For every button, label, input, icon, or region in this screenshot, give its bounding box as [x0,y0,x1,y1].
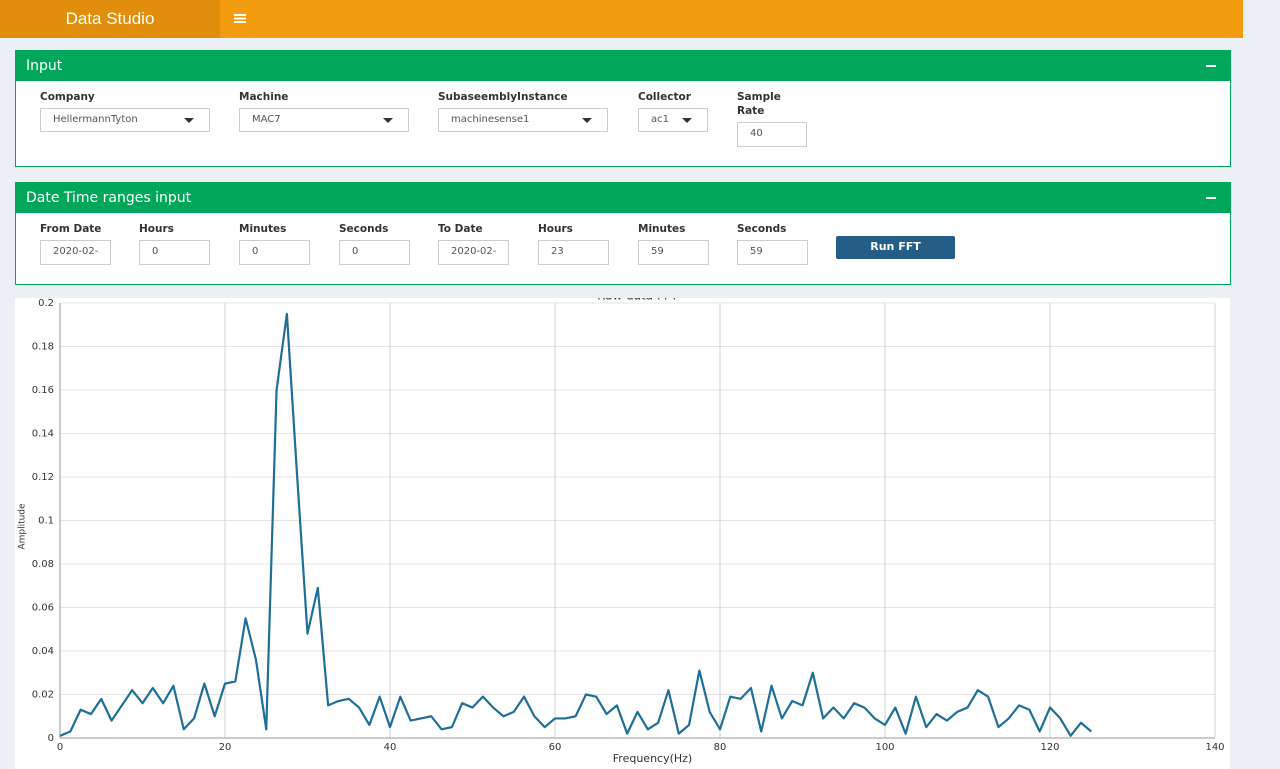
input-panel: Input Company HellermannTyton Machine MAC7 S… [15,50,1231,167]
field-label: SubaseemblyInstance [438,91,568,103]
panel-title: Input [16,51,1230,81]
y-tick-label: 0.16 [32,385,54,396]
x-tick-label: 100 [875,742,894,753]
text-input[interactable]: 59 [737,240,808,265]
panel-title: Date Time ranges input [16,183,1230,213]
dropdown-caret [682,118,692,123]
y-tick-label: 0.2 [38,298,54,309]
field-label: Minutes [239,223,287,235]
text-input[interactable]: 0 [339,240,410,265]
x-tick-label: 40 [384,742,397,753]
chart-background [15,298,1230,769]
select-box[interactable]: ac1 [638,108,708,132]
dropdown-caret [383,118,393,123]
dropdown-caret [184,118,194,123]
x-tick-label: 20 [219,742,232,753]
text-input[interactable]: 0 [139,240,210,265]
x-tick-label: 0 [57,742,63,753]
field-label: Hours [538,223,573,235]
text-input[interactable]: 2020-02- [40,240,111,265]
x-axis-label: Frequency(Hz) [613,752,692,765]
y-tick-label: 0.14 [32,429,54,440]
chart-title: Raw data FFT [597,298,678,303]
dropdown-caret [582,118,592,123]
datetime-panel: Date Time ranges input Run FFT From Date… [15,182,1231,285]
y-tick-label: 0.06 [32,603,54,614]
field-label: Company [40,91,95,103]
text-input[interactable]: 23 [538,240,609,265]
select-box[interactable]: machinesense1 [438,108,608,132]
select-value: ac1 [651,114,669,125]
select-box[interactable]: MAC7 [239,108,409,132]
field-label: Seconds [737,223,787,235]
field-label: Machine [239,91,289,103]
select-value: machinesense1 [451,114,530,125]
field-label: Seconds [339,223,389,235]
y-tick-label: 0 [48,733,54,744]
y-tick-label: 0.04 [32,646,54,657]
text-input[interactable]: 2020-02- [438,240,509,265]
menu-toggle[interactable] [234,13,246,24]
select-value: MAC7 [252,114,281,125]
x-tick-label: 140 [1205,742,1224,753]
x-tick-label: 120 [1040,742,1059,753]
y-tick-label: 0.02 [32,690,54,701]
text-input[interactable]: 59 [638,240,709,265]
y-tick-label: 0.1 [38,516,54,527]
x-tick-label: 60 [549,742,562,753]
field-label: From Date [40,223,102,235]
y-axis-label: Amplitude [18,503,28,550]
field-label: Hours [139,223,174,235]
collapse-button[interactable] [1206,197,1216,199]
run-fft-button[interactable]: Run FFT [836,236,955,259]
y-tick-label: 0.18 [32,342,54,353]
field-label: Minutes [638,223,686,235]
field-label: Collector [638,91,691,103]
y-tick-label: 0.12 [32,472,54,483]
field-label: To Date [438,223,483,235]
top-bar: Data Studio [0,0,1243,38]
text-input[interactable]: 40 [737,122,807,147]
select-box[interactable]: HellermannTyton [40,108,210,132]
app-title: Data Studio [0,0,220,38]
select-value: HellermannTyton [53,114,138,125]
field-label: Sample Rate [737,91,781,117]
x-tick-label: 80 [714,742,727,753]
fft-line [59,312,1092,737]
y-tick-label: 0.08 [32,559,54,570]
text-input[interactable]: 0 [239,240,310,265]
collapse-button[interactable] [1206,65,1216,67]
chart: Raw data FFT 0 0.02 0.04 0.06 0.08 0.1 0.12 0.14… [15,298,1230,769]
